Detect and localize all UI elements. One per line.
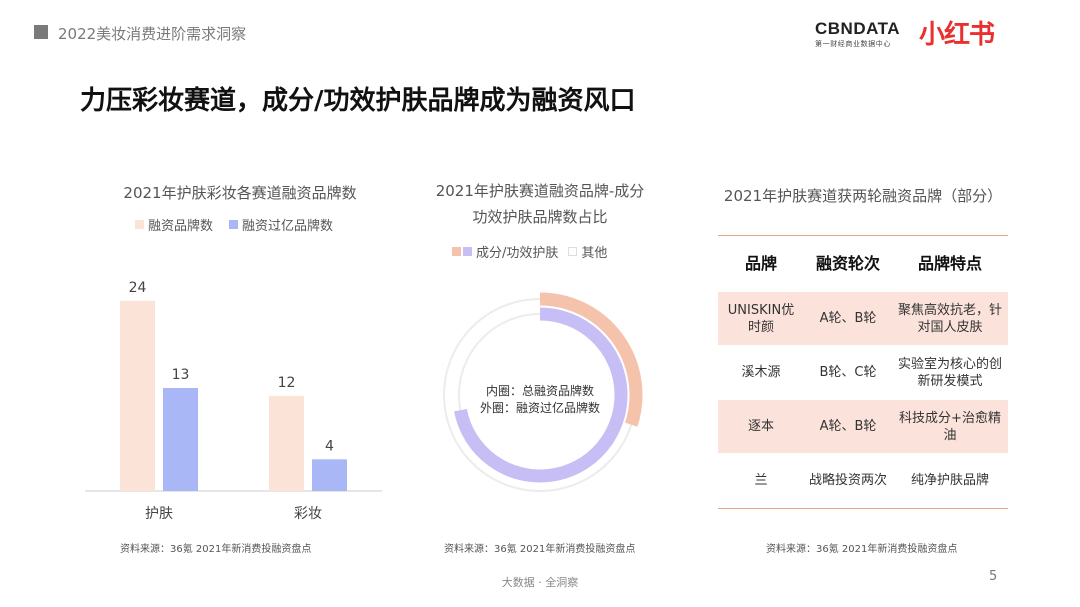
legend-label-ingredient: 成分/功效护肤	[476, 246, 559, 261]
donut-chart-title-line1: 2021年护肤赛道融资品牌-成分	[435, 182, 645, 200]
table-cell-rounds: A轮、B轮	[819, 419, 877, 434]
table-row: 溪木源 B轮、C轮 实验室为核心的创新研发模式	[718, 346, 1008, 400]
donut-chart	[443, 292, 643, 492]
report-title: 2022美妆消费进阶需求洞察	[58, 25, 247, 43]
donut-center-outer-note: 外圈：融资过亿品牌数	[479, 401, 600, 415]
table-cell-feature: 纯净护肤品牌	[910, 473, 989, 488]
cbndata-logo-text: CBNDATA	[815, 19, 901, 38]
legend-label-total: 融资品牌数	[148, 219, 214, 234]
xiaohongshu-logo: 小红书	[919, 20, 995, 50]
bar	[269, 395, 304, 491]
legend-label-over-100m: 融资过亿品牌数	[242, 219, 334, 234]
table-row: UNISKIN优时颜 A轮、B轮 聚焦高效抗老，针对国人皮肤	[718, 292, 1008, 346]
bar	[163, 388, 198, 491]
bar-value-label: 13	[172, 367, 190, 383]
legend-label-other: 其他	[581, 246, 608, 261]
table-cell-rounds: 战略投资两次	[808, 473, 887, 488]
bar-chart-legend: 融资品牌数 融资过亿品牌数	[135, 215, 349, 234]
bar-value-label: 4	[325, 438, 334, 454]
legend-item-over-100m: 融资过亿品牌数	[229, 215, 333, 234]
cbndata-logo-subtitle: 第一财经商业数据中心	[815, 40, 891, 48]
outer-ring-segment	[539, 292, 643, 427]
cbndata-logo: CBNDATA 第一财经商业数据中心	[815, 20, 903, 49]
legend-swatch-lavender	[463, 247, 472, 256]
table-cell-feature: 实验室为核心的创新研发模式	[897, 356, 1002, 389]
table-row: 逐本 A轮、B轮 科技成分+治愈精油	[718, 400, 1008, 454]
table-cell-brand: UNISKIN优时颜	[727, 302, 795, 335]
donut-chart-title: 2021年护肤赛道融资品牌-成分 功效护肤品牌数占比	[410, 178, 670, 230]
category-label: 护肤	[145, 506, 173, 522]
bar	[120, 300, 155, 491]
table-cell-feature: 科技成分+治愈精油	[899, 410, 1001, 443]
table-cell-rounds: A轮、B轮	[819, 311, 877, 326]
legend-swatch-blue	[229, 220, 239, 229]
table-header-brand: 品牌	[744, 254, 777, 273]
legend-item-total: 融资品牌数	[135, 215, 213, 234]
table-cell-feature: 聚焦高效抗老，针对国人皮肤	[897, 302, 1002, 335]
table-header-feature: 品牌特点	[917, 254, 982, 273]
bar-chart-title: 2021年护肤彩妆各赛道融资品牌数	[123, 184, 357, 202]
bar-chart: 24 13 护肤 12 4 彩妆	[85, 280, 382, 522]
page-number: 5	[989, 569, 998, 584]
footer-slogan: 大数据 · 全洞察	[501, 576, 579, 589]
bar-value-label: 12	[278, 375, 296, 391]
header-square-icon	[34, 25, 48, 39]
legend-swatch-orange	[452, 247, 461, 256]
table-cell-brand: 逐本	[747, 419, 774, 434]
table-cell-brand: 溪木源	[741, 365, 781, 380]
table-cell-rounds: B轮、C轮	[819, 365, 877, 380]
table-header-row: 品牌 融资轮次 品牌特点	[718, 236, 1008, 292]
table-header-rounds: 融资轮次	[815, 254, 880, 273]
funding-rounds-table: 品牌 融资轮次 品牌特点 UNISKIN优时颜 A轮、B轮 聚焦高效抗老，针对国…	[718, 235, 1008, 509]
table-row: 兰 战略投资两次 纯净护肤品牌	[718, 454, 1008, 508]
donut-center-note: 内圈：总融资品牌数 外圈：融资过亿品牌数	[460, 383, 620, 417]
bar-value-label: 24	[129, 280, 147, 296]
donut-chart-legend: 成分/功效护肤 其他	[452, 242, 623, 261]
table-title: 2021年护肤赛道获两轮融资品牌（部分）	[723, 187, 1003, 205]
legend-item-other: 其他	[568, 242, 607, 261]
donut-chart-title-line2: 功效护肤品牌数占比	[472, 208, 608, 226]
legend-item-ingredient: 成分/功效护肤	[452, 242, 558, 261]
legend-swatch-gray	[568, 247, 578, 256]
donut-center-inner-note: 内圈：总融资品牌数	[485, 384, 594, 398]
category-label: 彩妆	[294, 506, 322, 522]
inner-ring-segment	[454, 307, 628, 483]
legend-swatch-peach	[135, 220, 144, 229]
table-cell-brand: 兰	[754, 473, 768, 488]
bar-chart-source: 资料来源：36氪 2021年新消费投融资盘点	[120, 544, 312, 555]
page-heading: 力压彩妆赛道，成分/功效护肤品牌成为融资风口	[80, 86, 636, 116]
table-source: 资料来源：36氪 2021年新消费投融资盘点	[766, 544, 958, 555]
donut-chart-source: 资料来源：36氪 2021年新消费投融资盘点	[444, 544, 636, 555]
bar	[312, 459, 347, 491]
